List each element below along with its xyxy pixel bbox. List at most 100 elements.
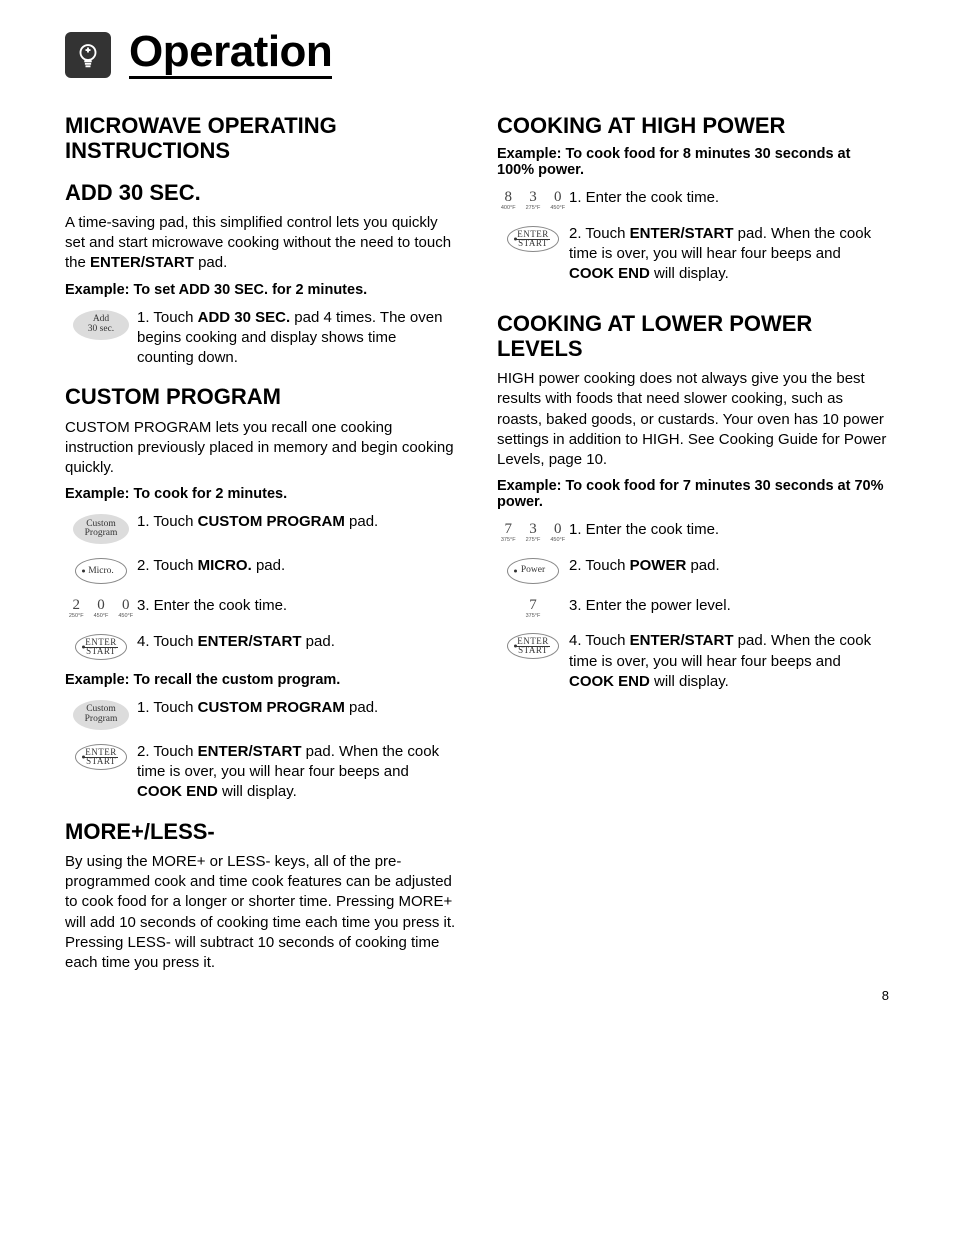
text: 4. Touch — [569, 632, 630, 649]
text-bold: COOK END — [569, 265, 650, 282]
text: 2. Touch — [137, 743, 198, 760]
step-lower-1: 7375°F3275°F0450°F 1. Enter the cook tim… — [497, 520, 889, 544]
paragraph-add30: A time-saving pad, this simplified contr… — [65, 213, 457, 274]
pad-enter-start-icon: ENTER START — [65, 632, 137, 660]
digits-7-icon: 7375°F — [497, 596, 569, 620]
step-lower-3: 7375°F 3. Enter the power level. — [497, 596, 889, 620]
page-number: 8 — [882, 988, 889, 1003]
text: pad. — [194, 254, 227, 271]
text: will display. — [650, 265, 729, 282]
page-header: Operation — [65, 30, 889, 79]
text-bold: COOK END — [137, 783, 218, 800]
pad-label: START — [86, 647, 116, 656]
text: pad. — [345, 513, 378, 530]
step-recall-2: ENTER START 2. Touch ENTER/START pad. Wh… — [65, 742, 457, 803]
text: 1. Touch — [137, 309, 198, 326]
pad-add-30-sec-icon: Add 30 sec. — [65, 308, 137, 340]
text-bold: ADD 30 SEC. — [198, 309, 291, 326]
text: 1. Touch — [137, 699, 198, 716]
pad-enter-start-icon: ENTER START — [497, 224, 569, 252]
text: 2. Touch — [569, 225, 630, 242]
step-custom-4: ENTER START 4. Touch ENTER/START pad. — [65, 632, 457, 660]
text: will display. — [650, 673, 729, 690]
digits-730-icon: 7375°F3275°F0450°F — [497, 520, 569, 544]
step-recall-1: Custom Program 1. Touch CUSTOM PROGRAM p… — [65, 698, 457, 730]
pad-label: Micro. — [88, 567, 114, 577]
step-high-1: 8400°F3275°F0450°F 1. Enter the cook tim… — [497, 188, 889, 212]
step-high-2: ENTER START 2. Touch ENTER/START pad. Wh… — [497, 224, 889, 285]
step-lower-4: ENTER START 4. Touch ENTER/START pad. Wh… — [497, 631, 889, 692]
text: 4. Touch — [137, 633, 198, 650]
paragraph-custom: CUSTOM PROGRAM lets you recall one cooki… — [65, 418, 457, 479]
text-bold: MICRO. — [198, 557, 252, 574]
text: will display. — [218, 783, 297, 800]
pad-micro-icon: Micro. — [65, 556, 137, 584]
text-bold: ENTER/START — [630, 225, 734, 242]
text-bold: ENTER/START — [198, 633, 302, 650]
text-bold: CUSTOM PROGRAM — [198, 699, 345, 716]
step-text: 1. Touch CUSTOM PROGRAM pad. — [137, 512, 457, 532]
pad-label: Power — [521, 566, 545, 576]
step-text: 3. Enter the cook time. — [137, 596, 457, 616]
pad-power-icon: Power — [497, 556, 569, 584]
pad-enter-start-icon: ENTER START — [65, 742, 137, 770]
pad-label: START — [86, 757, 116, 766]
step-text: 4. Touch ENTER/START pad. — [137, 632, 457, 652]
step-lower-2: Power 2. Touch POWER pad. — [497, 556, 889, 584]
heading-microwave-instructions: MICROWAVE OPERATING INSTRUCTIONS — [65, 113, 457, 164]
example-lower: Example: To cook food for 7 minutes 30 s… — [497, 478, 889, 510]
left-column: MICROWAVE OPERATING INSTRUCTIONS ADD 30 … — [65, 97, 457, 981]
example-custom-2: Example: To recall the custom program. — [65, 672, 457, 688]
right-column: COOKING AT HIGH POWER Example: To cook f… — [497, 97, 889, 981]
step-text: 1. Enter the cook time. — [569, 188, 889, 208]
text: 2. Touch — [137, 557, 198, 574]
digits-200-icon: 2250°F0450°F0450°F — [65, 596, 137, 620]
text-bold: ENTER/START — [198, 743, 302, 760]
step-custom-2: Micro. 2. Touch MICRO. pad. — [65, 556, 457, 584]
pad-label: Program — [85, 715, 118, 725]
step-text: 3. Enter the power level. — [569, 596, 889, 616]
step-custom-1: Custom Program 1. Touch CUSTOM PROGRAM p… — [65, 512, 457, 544]
step-add30-1: Add 30 sec. 1. Touch ADD 30 SEC. pad 4 t… — [65, 308, 457, 369]
lightbulb-icon — [65, 32, 111, 78]
text: 1. Touch — [137, 513, 198, 530]
heading-more-less: MORE+/LESS- — [65, 819, 457, 844]
pad-custom-program-icon: Custom Program — [65, 698, 137, 730]
text-bold: COOK END — [569, 673, 650, 690]
text: 2. Touch — [569, 557, 630, 574]
step-text: 2. Touch ENTER/START pad. When the cook … — [569, 224, 889, 285]
two-column-layout: MICROWAVE OPERATING INSTRUCTIONS ADD 30 … — [65, 97, 889, 981]
example-high: Example: To cook food for 8 minutes 30 s… — [497, 146, 889, 178]
step-text: 4. Touch ENTER/START pad. When the cook … — [569, 631, 889, 692]
example-custom-1: Example: To cook for 2 minutes. — [65, 486, 457, 502]
step-text: 1. Touch CUSTOM PROGRAM pad. — [137, 698, 457, 718]
step-custom-3: 2250°F0450°F0450°F 3. Enter the cook tim… — [65, 596, 457, 620]
step-text: 2. Touch ENTER/START pad. When the cook … — [137, 742, 457, 803]
digits-830-icon: 8400°F3275°F0450°F — [497, 188, 569, 212]
page-title: Operation — [129, 30, 332, 79]
step-text: 1. Enter the cook time. — [569, 520, 889, 540]
pad-enter-start-icon: ENTER START — [497, 631, 569, 659]
text-bold: POWER — [630, 557, 687, 574]
text: pad. — [345, 699, 378, 716]
pad-label: START — [518, 239, 548, 248]
step-text: 2. Touch MICRO. pad. — [137, 556, 457, 576]
pad-label: Program — [85, 529, 118, 539]
step-text: 2. Touch POWER pad. — [569, 556, 889, 576]
pad-label: 30 sec. — [88, 325, 114, 335]
heading-lower-power: COOKING AT LOWER POWER LEVELS — [497, 311, 889, 362]
pad-label: START — [518, 646, 548, 655]
heading-add-30-sec: ADD 30 SEC. — [65, 180, 457, 205]
step-text: 1. Touch ADD 30 SEC. pad 4 times. The ov… — [137, 308, 457, 369]
paragraph-moreless: By using the MORE+ or LESS- keys, all of… — [65, 852, 457, 974]
text-bold: CUSTOM PROGRAM — [198, 513, 345, 530]
pad-custom-program-icon: Custom Program — [65, 512, 137, 544]
paragraph-lower: HIGH power cooking does not always give … — [497, 369, 889, 470]
text-bold: ENTER/START — [90, 254, 194, 271]
heading-custom-program: CUSTOM PROGRAM — [65, 384, 457, 409]
text: pad. — [252, 557, 285, 574]
heading-high-power: COOKING AT HIGH POWER — [497, 113, 889, 138]
text: pad. — [302, 633, 335, 650]
text-bold: ENTER/START — [630, 632, 734, 649]
example-add30: Example: To set ADD 30 SEC. for 2 minute… — [65, 282, 457, 298]
